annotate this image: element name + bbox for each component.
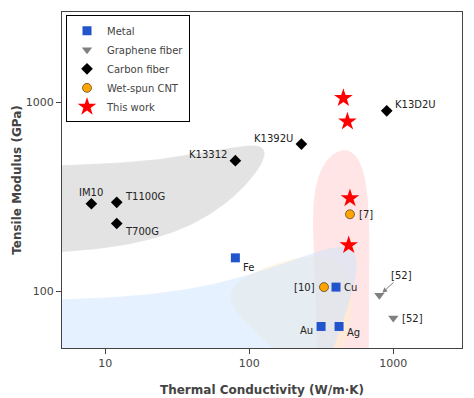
svg-text:Au: Au bbox=[300, 325, 313, 336]
svg-text:Ag: Ag bbox=[347, 327, 360, 338]
svg-text:T1100G: T1100G bbox=[125, 191, 165, 202]
svg-text:Graphene fiber: Graphene fiber bbox=[107, 45, 183, 56]
svg-text:1000: 1000 bbox=[379, 357, 407, 370]
svg-text:Cu: Cu bbox=[344, 282, 357, 293]
svg-text:K1392U: K1392U bbox=[254, 133, 293, 144]
svg-text:Thermal Conductivity (W/m·K): Thermal Conductivity (W/m·K) bbox=[160, 383, 364, 397]
svg-text:Wet-spun CNT: Wet-spun CNT bbox=[107, 83, 179, 94]
svg-text:T700G: T700G bbox=[125, 226, 159, 237]
svg-text:Metal: Metal bbox=[107, 26, 135, 37]
svg-text:1000: 1000 bbox=[26, 96, 54, 109]
svg-text:[7]: [7] bbox=[359, 209, 373, 220]
svg-text:This work: This work bbox=[106, 102, 155, 113]
svg-text:[52]: [52] bbox=[391, 270, 412, 281]
svg-text:Fe: Fe bbox=[243, 262, 254, 273]
svg-text:K13312: K13312 bbox=[189, 149, 227, 160]
svg-text:100: 100 bbox=[33, 285, 54, 298]
svg-text:IM10: IM10 bbox=[79, 187, 103, 198]
svg-text:100: 100 bbox=[239, 357, 260, 370]
svg-text:10: 10 bbox=[98, 357, 112, 370]
svg-text:Carbon fiber: Carbon fiber bbox=[107, 64, 170, 75]
svg-text:K13D2U: K13D2U bbox=[395, 99, 436, 110]
svg-text:Tensile Modulus (GPa): Tensile Modulus (GPa) bbox=[10, 105, 24, 255]
svg-text:[52]: [52] bbox=[402, 313, 423, 324]
svg-text:[10]: [10] bbox=[294, 282, 315, 293]
